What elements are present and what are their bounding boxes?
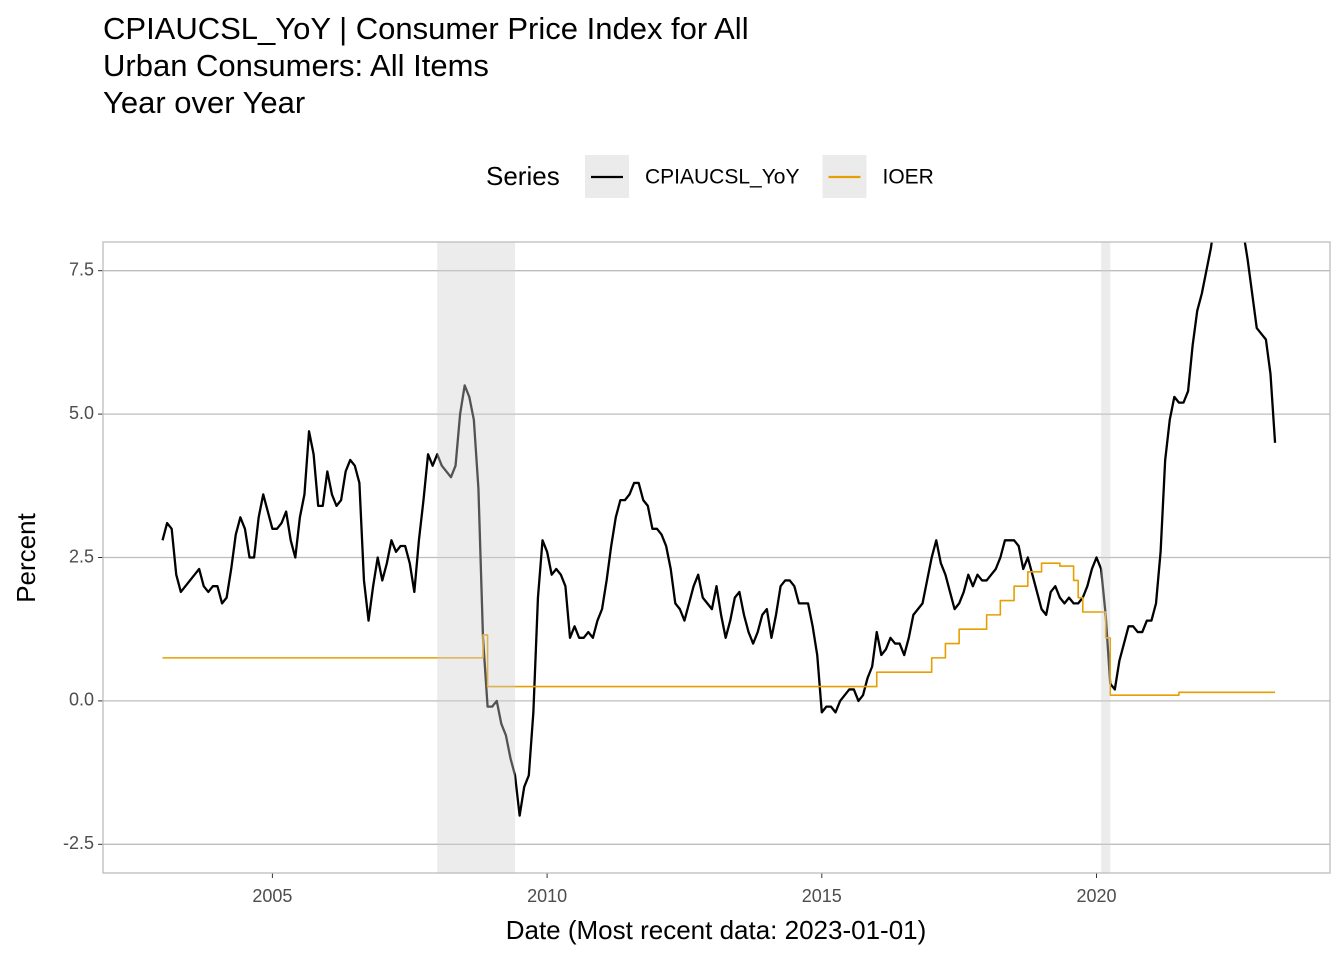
y-tick-label: -2.5 <box>63 833 94 853</box>
recession-shade <box>1101 242 1111 873</box>
x-tick-label: 2015 <box>802 886 842 906</box>
legend-title: Series <box>486 161 560 191</box>
series-line <box>161 242 1277 817</box>
y-axis-title: Percent <box>11 512 41 602</box>
y-tick-label: 2.5 <box>69 546 94 566</box>
series-line <box>162 562 1276 696</box>
legend-label: IOER <box>882 166 933 189</box>
y-tick-label: 7.5 <box>69 259 94 279</box>
chart-title: Year over Year <box>103 85 305 120</box>
plot-area: -2.5 0.0 2.5 5.0 7.5 2005 2010 2015 2020 <box>63 241 1331 906</box>
series-group <box>161 242 1277 817</box>
x-tick-label: 2005 <box>252 886 292 906</box>
x-axis-title: Date (Most recent data: 2023-01-01) <box>506 915 927 945</box>
chart-title: Urban Consumers: All Items <box>103 48 489 83</box>
legend-label: CPIAUCSL_YoY <box>645 166 799 189</box>
y-tick-label: 0.0 <box>69 690 94 710</box>
y-tick-label: 5.0 <box>69 403 94 423</box>
panel-border <box>102 241 1331 874</box>
x-tick-label: 2010 <box>527 886 567 906</box>
x-tick-label: 2020 <box>1076 886 1116 906</box>
chart-title: CPIAUCSL_YoY | Consumer Price Index for … <box>103 11 749 46</box>
legend: CPIAUCSL_YoY IOER <box>585 155 934 198</box>
recession-shade <box>437 242 516 873</box>
